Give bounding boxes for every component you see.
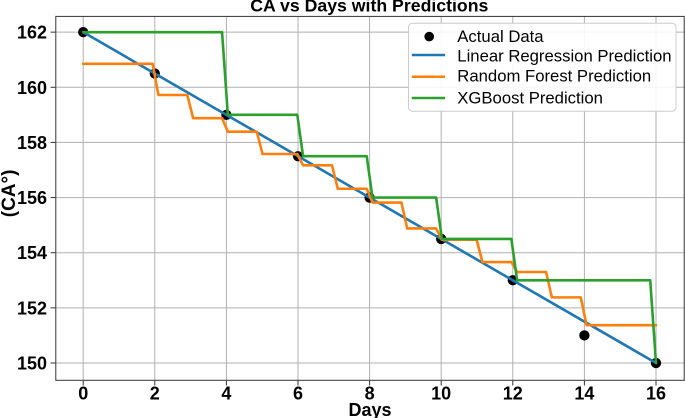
svg-text:154: 154: [17, 243, 47, 263]
svg-text:0: 0: [78, 383, 88, 403]
svg-text:16: 16: [646, 383, 666, 403]
svg-text:160: 160: [17, 78, 47, 98]
svg-text:Days: Days: [348, 400, 391, 418]
svg-text:Linear Regression Prediction: Linear Regression Prediction: [457, 47, 671, 66]
svg-text:158: 158: [17, 133, 47, 153]
svg-text:156: 156: [17, 188, 47, 208]
svg-text:(CA°): (CA°): [0, 170, 20, 218]
svg-text:Random Forest Prediction: Random Forest Prediction: [457, 67, 651, 86]
svg-text:4: 4: [221, 383, 231, 403]
svg-text:XGBoost Prediction: XGBoost Prediction: [457, 89, 603, 108]
svg-text:CA vs Days with Predictions: CA vs Days with Predictions: [250, 0, 488, 15]
svg-text:8: 8: [365, 383, 375, 403]
svg-text:10: 10: [431, 383, 451, 403]
svg-text:2: 2: [150, 383, 160, 403]
svg-text:12: 12: [503, 383, 523, 403]
svg-text:Actual Data: Actual Data: [457, 27, 544, 46]
svg-text:6: 6: [293, 383, 303, 403]
svg-text:162: 162: [17, 23, 47, 43]
svg-text:150: 150: [17, 354, 47, 374]
svg-text:152: 152: [17, 298, 47, 318]
svg-text:14: 14: [574, 383, 594, 403]
